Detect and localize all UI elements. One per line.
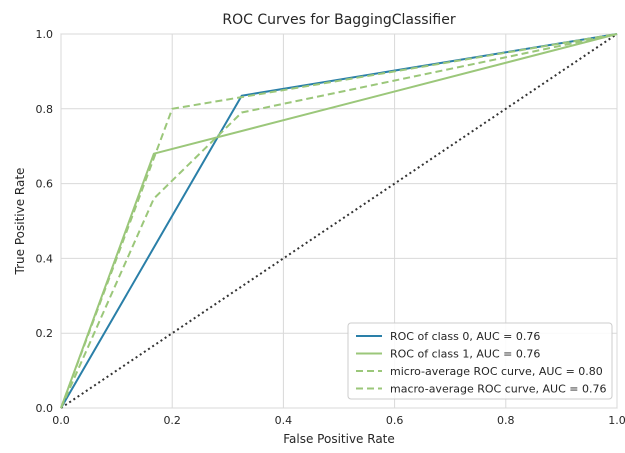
legend: ROC of class 0, AUC = 0.76 ROC of class 1… <box>347 322 613 400</box>
axis-layer: 0.0 0.2 0.4 0.6 0.8 1.0 0.0 0.2 0.4 0.6 0.8 1.0 <box>36 28 625 427</box>
series-line-3 <box>60 33 618 409</box>
y-tick-label: 1.0 <box>36 28 54 41</box>
x-axis-label: False Positive Rate <box>283 432 395 446</box>
legend-label: ROC of class 0, AUC = 0.76 <box>390 330 540 343</box>
legend-label: micro-average ROC curve, AUC = 0.80 <box>390 365 603 378</box>
y-tick-label: 0.0 <box>36 402 54 415</box>
series-line-2 <box>60 33 618 409</box>
random-guess-line <box>60 33 618 409</box>
y-tick-label: 0.6 <box>36 178 54 191</box>
y-tick-label: 0.4 <box>36 252 54 265</box>
x-tick-label: 1.0 <box>608 414 625 427</box>
y-tick-label: 0.8 <box>36 103 54 116</box>
legend-box <box>347 322 613 400</box>
legend-label: ROC of class 1, AUC = 0.76 <box>390 348 540 361</box>
x-tick-label: 0.2 <box>163 414 181 427</box>
series-layer <box>60 33 618 409</box>
chart-title: ROC Curves for BaggingClassifier <box>222 12 455 28</box>
x-tick-label: 0.8 <box>497 414 515 427</box>
x-tick-label: 0.4 <box>275 414 293 427</box>
grid-lines <box>60 33 618 409</box>
y-tick-label: 0.2 <box>36 327 54 340</box>
x-tick-label: 0.6 <box>386 414 404 427</box>
legend-label: macro-average ROC curve, AUC = 0.76 <box>390 383 606 396</box>
x-tick-label: 0.0 <box>52 414 70 427</box>
y-axis-label: True Positive Rate <box>13 168 27 276</box>
